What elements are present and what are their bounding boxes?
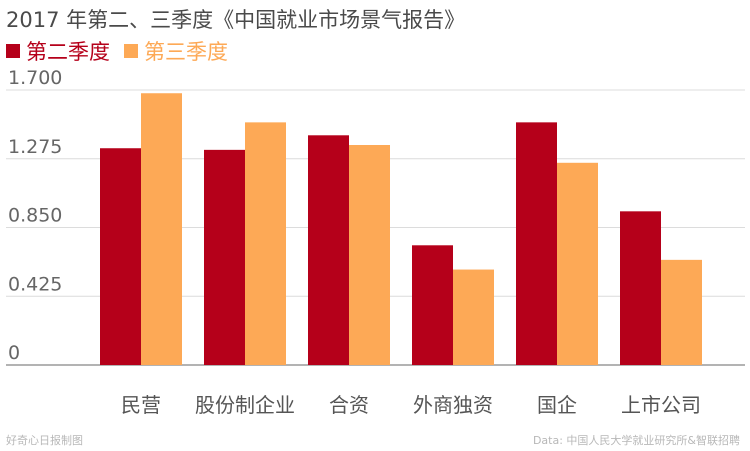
legend-swatch-q2 [6,44,20,58]
bar-q3 [557,162,598,365]
y-tick-label: 1.700 [8,67,62,89]
bar-q2 [204,149,245,365]
bar-q2 [100,148,141,365]
footer-credit: 好奇心日报制图 [6,434,83,447]
bar-q3 [141,93,182,365]
legend-item-q2: 第二季度 [6,36,110,66]
bar-q3 [661,259,702,365]
bar-q2 [412,245,453,365]
legend-swatch-q3 [124,44,138,58]
y-tick-label: 1.275 [8,136,62,158]
legend: 第二季度 第三季度 [6,36,242,66]
chart-title: 2017 年第二、三季度《中国就业市场景气报告》 [6,8,466,32]
legend-item-q3: 第三季度 [124,36,228,66]
bar-q2 [516,122,557,366]
x-tick-label: 民营 [121,393,161,417]
legend-label-q3: 第三季度 [144,40,228,64]
y-tick-label: 0 [8,342,20,364]
x-tick-label: 合资 [329,393,369,417]
y-tick-label: 0.850 [8,205,62,227]
bar-q3 [349,145,390,365]
x-tick-label: 国企 [537,393,577,417]
footer-source: Data: 中国人民大学就业研究所&智联招聘 [532,434,740,447]
x-tick-label: 外商独资 [413,393,493,417]
x-tick-label: 股份制企业 [195,393,295,417]
legend-label-q2: 第二季度 [26,40,110,64]
bar-q2 [308,135,349,365]
x-tick-label: 上市公司 [621,393,701,417]
y-tick-label: 0.425 [8,273,62,295]
bar-q2 [620,211,661,365]
bar-q3 [245,122,286,366]
bar-q3 [453,269,494,365]
